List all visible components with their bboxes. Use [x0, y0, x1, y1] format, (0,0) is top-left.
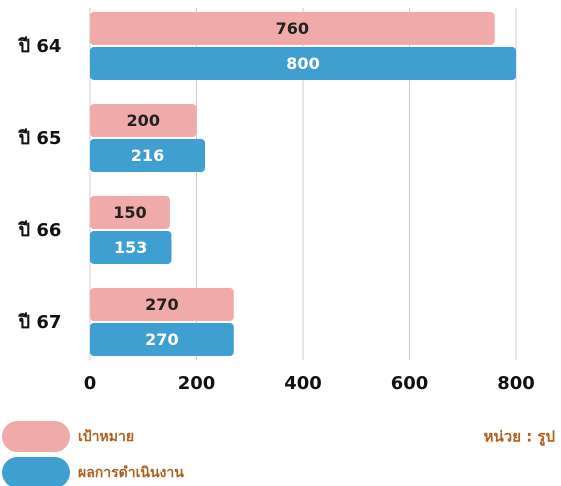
- legend-swatch: [2, 457, 70, 486]
- bar: [90, 323, 234, 356]
- unit-annotation: หน่วย : รูป: [484, 428, 555, 447]
- x-tick-label: 600: [391, 373, 429, 394]
- x-tick-label: 200: [178, 373, 216, 394]
- bar: [90, 12, 495, 45]
- legend-label: เป้าหมาย: [78, 429, 134, 445]
- bar: [90, 288, 234, 321]
- bar: [90, 196, 170, 229]
- value-label: 760: [276, 19, 309, 38]
- y-tick-label: ปี 64: [17, 36, 61, 57]
- value-label: 153: [114, 238, 147, 257]
- bar: [90, 139, 206, 172]
- value-label: 800: [286, 54, 319, 73]
- value-label: 216: [131, 146, 164, 165]
- x-tick-label: 400: [284, 373, 322, 394]
- legend-label: ผลการดำเนินงาน: [78, 465, 184, 481]
- x-tick-label: 800: [497, 373, 535, 394]
- y-tick-label: ปี 66: [17, 220, 61, 241]
- y-tick-label: ปี 67: [17, 312, 61, 333]
- y-tick-label: ปี 65: [17, 128, 61, 149]
- value-label: 270: [145, 330, 178, 349]
- bar: [90, 231, 172, 264]
- value-label: 200: [127, 111, 160, 130]
- bar: [90, 104, 197, 137]
- value-label: 150: [113, 203, 146, 222]
- x-tick-label: 0: [84, 373, 97, 394]
- value-label: 270: [145, 295, 178, 314]
- legend-swatch: [2, 421, 70, 452]
- bar: [90, 47, 516, 80]
